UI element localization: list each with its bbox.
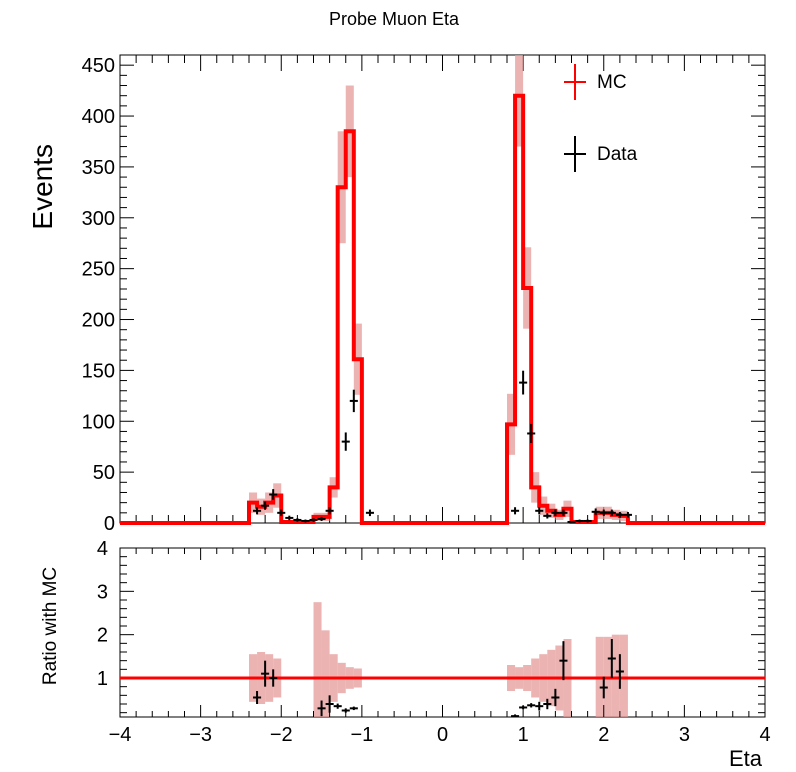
x-axis-label: Eta xyxy=(729,746,763,771)
ratio-panel: Ratio with MC 1 2 3 4 −4 −3 −2 −1 0 1 2 3 4 Eta xyxy=(40,538,771,771)
x-tick-label: −4 xyxy=(109,724,132,746)
y-tick-label: 100 xyxy=(82,411,115,433)
legend: MC Data xyxy=(564,64,638,172)
ratio-uncertainty-band xyxy=(611,634,620,717)
chart-title: Probe Muon Eta xyxy=(329,9,460,29)
ratio-uncertainty-band xyxy=(321,630,330,717)
mc-histogram-line xyxy=(120,93,765,525)
y-tick-label: 250 xyxy=(82,259,115,281)
ratio-y-axis-label: Ratio with MC xyxy=(40,567,61,685)
ratio-plot-frame xyxy=(119,547,766,718)
y-axis-label: Events xyxy=(27,144,58,230)
x-tick-label: 0 xyxy=(437,724,448,746)
main-panel: Events 0 50 100 150 200 250 300 350 400 450 MC Da… xyxy=(27,54,766,535)
x-tick-label: 4 xyxy=(759,724,770,746)
x-tick-label: −3 xyxy=(189,724,212,746)
ratio-uncertainty-band xyxy=(313,602,322,717)
ratio-y-tick-label: 3 xyxy=(97,581,108,603)
ratio-y-tick-label: 2 xyxy=(97,625,108,647)
y-tick-label: 400 xyxy=(82,106,115,128)
x-tick-label: 3 xyxy=(679,724,690,746)
x-tick-label: 2 xyxy=(598,724,609,746)
legend-data-label: Data xyxy=(597,144,638,165)
y-tick-label: 300 xyxy=(82,208,115,230)
y-tick-label: 350 xyxy=(82,157,115,179)
ratio-uncertainty-band xyxy=(619,634,628,717)
ratio-y-tick-label: 1 xyxy=(97,668,108,690)
y-tick-label: 200 xyxy=(82,310,115,332)
x-tick-label: −1 xyxy=(350,724,373,746)
x-tick-label: −2 xyxy=(270,724,293,746)
y-tick-label: 150 xyxy=(82,360,115,382)
x-tick-label: 1 xyxy=(518,724,529,746)
y-tick-label: 50 xyxy=(93,462,115,484)
y-tick-label: 0 xyxy=(104,513,115,535)
mc-uncertainty-band xyxy=(515,55,524,147)
ratio-y-tick-label: 4 xyxy=(97,538,108,560)
y-tick-label: 450 xyxy=(82,55,115,77)
legend-mc-label: MC xyxy=(597,72,627,93)
main-plot-frame xyxy=(119,54,766,524)
